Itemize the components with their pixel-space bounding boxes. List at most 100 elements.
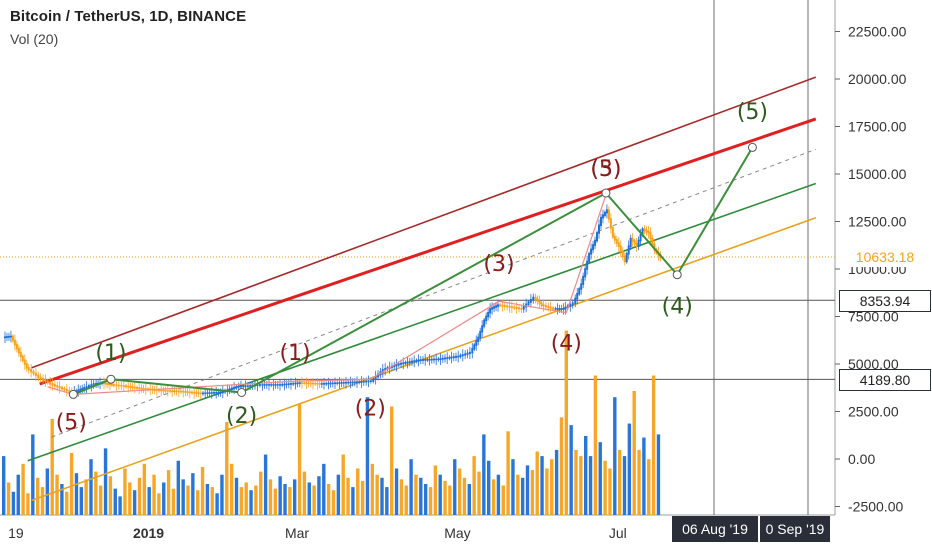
candle-body xyxy=(518,307,521,310)
candle-body xyxy=(594,239,597,246)
candle-body xyxy=(495,305,498,308)
candle-body xyxy=(374,375,377,380)
candle-body xyxy=(362,380,365,383)
candle-body xyxy=(629,237,632,247)
candle-body xyxy=(477,336,480,342)
wave-point xyxy=(106,374,116,384)
candle-body xyxy=(242,385,245,388)
candle-body xyxy=(129,386,132,388)
candle-body xyxy=(158,389,160,392)
volume-bar xyxy=(472,456,476,515)
volume-bar xyxy=(137,477,142,515)
candle-body xyxy=(244,385,247,388)
candle-body xyxy=(155,389,158,391)
candle-body xyxy=(400,362,402,365)
candle-body xyxy=(184,391,187,393)
volume-bar xyxy=(540,456,544,515)
candle-body xyxy=(397,363,400,366)
candle-body xyxy=(549,306,552,309)
candle-body xyxy=(450,356,453,359)
candle-body xyxy=(202,392,204,395)
volume-bar xyxy=(40,487,45,515)
candle-body xyxy=(404,361,407,364)
candle-body xyxy=(639,234,642,242)
candle-body xyxy=(360,381,363,383)
candle-body xyxy=(316,382,319,385)
candle-body xyxy=(9,335,12,338)
candle-body xyxy=(204,392,207,395)
candle-body xyxy=(274,384,277,386)
volume-bar xyxy=(569,425,573,515)
candle-body xyxy=(592,244,595,251)
candle-body xyxy=(605,209,608,214)
candle-body xyxy=(596,232,599,242)
volume-bar xyxy=(162,482,166,515)
candle-body xyxy=(544,305,547,308)
candle-body xyxy=(554,308,557,310)
candle-body xyxy=(510,306,513,309)
volume-bar xyxy=(283,484,287,515)
volume-bar xyxy=(60,484,64,515)
candle-body xyxy=(487,311,490,318)
candle-body xyxy=(325,382,328,385)
trend-line xyxy=(51,148,816,438)
volume-bar xyxy=(370,463,374,515)
volume-bar xyxy=(331,490,336,515)
candle-body xyxy=(527,301,530,306)
volume-bar xyxy=(263,454,268,515)
green-wave-line xyxy=(72,146,754,396)
candle-body xyxy=(647,230,650,234)
candle-body xyxy=(411,360,413,363)
volume-bar xyxy=(254,485,258,515)
candle-body xyxy=(272,384,275,386)
volume-bar xyxy=(356,468,360,515)
volume-bar xyxy=(50,418,54,515)
candle-body xyxy=(221,390,224,394)
candle-body xyxy=(372,378,375,382)
candle-body xyxy=(466,352,469,355)
candle-body xyxy=(133,386,136,389)
price-axis-bg xyxy=(835,0,932,550)
volume-bar xyxy=(642,437,646,515)
candle-body xyxy=(435,358,438,361)
volume-bar xyxy=(467,484,471,515)
red-wave-line xyxy=(47,194,607,396)
current-price-badge: 10633.18 xyxy=(839,246,931,267)
candle-body xyxy=(471,348,474,354)
y-tick-label: 12500.00 xyxy=(848,214,907,230)
volume-bar xyxy=(380,477,384,515)
candle-body xyxy=(261,384,264,386)
volume-bar xyxy=(113,488,117,515)
volume-bar xyxy=(225,422,229,515)
candle-body xyxy=(336,382,339,384)
volume-bar xyxy=(414,474,418,515)
candle-body xyxy=(180,390,182,393)
wave-label: (1) xyxy=(279,341,310,366)
candle-body xyxy=(576,292,579,300)
candle-body xyxy=(599,216,602,227)
candle-body xyxy=(338,382,341,384)
candle-body xyxy=(106,383,109,385)
volume-bar xyxy=(21,463,25,515)
volume-bar xyxy=(545,468,549,515)
candle-body xyxy=(334,382,336,385)
candle-body xyxy=(520,307,523,310)
candle-body xyxy=(603,211,606,216)
y-tick-label: 17500.00 xyxy=(848,119,907,135)
candle-body xyxy=(515,307,518,309)
candle-body xyxy=(127,385,130,388)
volume-bar xyxy=(210,487,214,515)
candle-body xyxy=(42,377,45,381)
wave-label: (4) xyxy=(662,295,693,320)
candle-body xyxy=(457,355,460,358)
volume-bar xyxy=(123,468,127,515)
candle-body xyxy=(34,372,37,377)
candle-body xyxy=(138,387,141,390)
candle-body xyxy=(228,388,231,391)
candle-body xyxy=(562,308,565,310)
candle-body xyxy=(613,235,616,241)
candle-body xyxy=(461,354,464,357)
candle-body xyxy=(444,357,446,360)
x-tick-label: 19 xyxy=(8,525,24,541)
